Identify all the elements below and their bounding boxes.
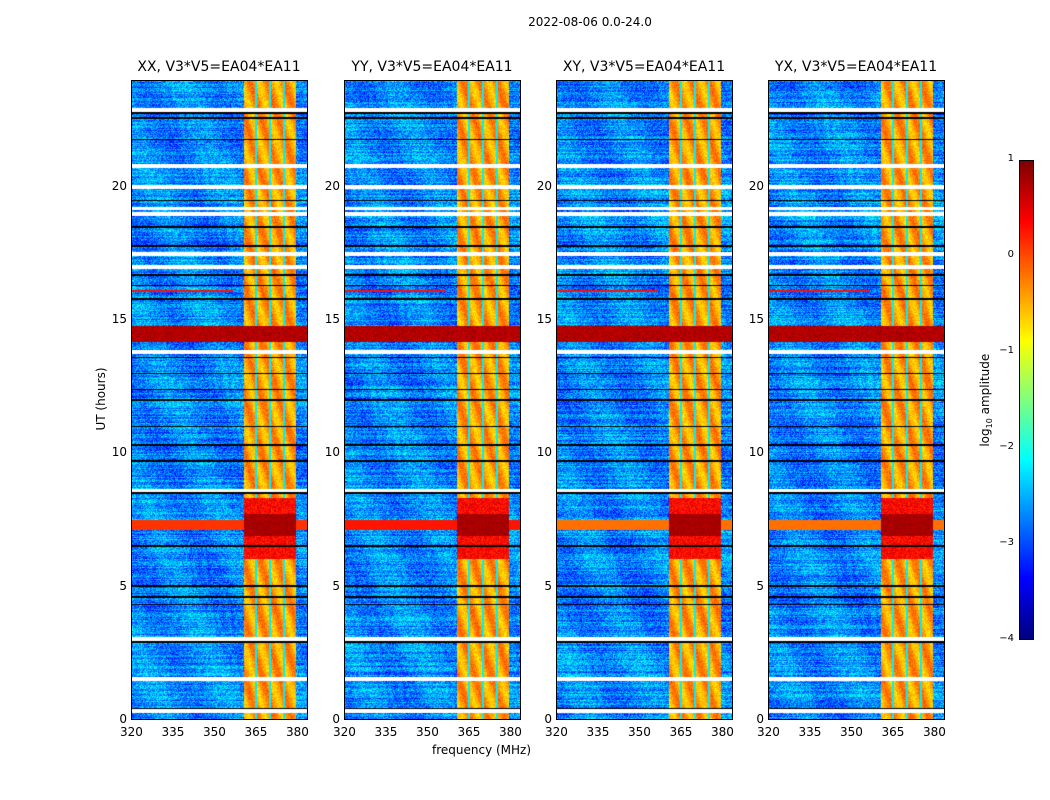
y-tick-label: 0 <box>544 712 552 726</box>
figure-title: 2022-08-06 0.0-24.0 <box>528 15 652 29</box>
panel-title: XY, V3*V5=EA04*EA11 <box>562 59 726 75</box>
y-tick-label: 10 <box>748 445 764 460</box>
y-tick-label: 10 <box>536 445 552 460</box>
y-tick-label: 5 <box>119 578 127 593</box>
spectrogram-heatmap <box>132 81 307 719</box>
y-tick-label: 10 <box>324 445 340 460</box>
y-tick-label: 15 <box>324 312 340 326</box>
x-tick-label: 380 <box>285 725 309 739</box>
y-axis-label: UT (hours) <box>94 367 108 431</box>
colorbar-tick-label: −2 <box>999 441 1014 452</box>
y-tick-label: 5 <box>544 578 552 593</box>
colorbar-label: log10 amplitude <box>977 353 995 447</box>
colorbar-tick-label: 0 <box>1007 249 1014 260</box>
y-tick-label: 20 <box>324 178 340 193</box>
x-tick-label: 380 <box>498 725 522 739</box>
x-tick-label: 350 <box>415 725 439 739</box>
x-tick-label: 350 <box>202 725 226 739</box>
spectrogram-heatmap <box>345 81 520 719</box>
y-tick-label: 0 <box>756 712 764 726</box>
x-tick-label: 320 <box>545 725 568 739</box>
spectrogram-panel <box>131 80 308 720</box>
x-tick-label: 365 <box>669 725 693 739</box>
spectrogram-panel <box>556 80 733 720</box>
y-tick-label: 20 <box>111 178 127 193</box>
x-tick-label: 320 <box>120 725 143 739</box>
y-tick-label: 15 <box>536 312 552 326</box>
y-tick-label: 20 <box>536 178 552 193</box>
colorbar-tick-label: −4 <box>999 633 1014 644</box>
x-tick-label: 335 <box>374 725 398 739</box>
colorbar <box>1019 160 1034 640</box>
x-tick-label: 380 <box>922 725 946 739</box>
colorbar-tick-label: −1 <box>999 345 1014 356</box>
x-tick-label: 350 <box>839 725 863 739</box>
y-tick-label: 0 <box>332 712 340 726</box>
colorbar-tick-label: −3 <box>999 537 1014 548</box>
y-tick-label: 15 <box>748 312 764 326</box>
panel-title: YX, V3*V5=EA04*EA11 <box>774 59 938 75</box>
y-tick-label: 15 <box>111 312 127 326</box>
spectrogram-heatmap <box>769 81 944 719</box>
x-tick-label: 365 <box>881 725 905 739</box>
panel-title: XX, V3*V5=EA04*EA11 <box>137 59 301 75</box>
spectrogram-heatmap <box>557 81 732 719</box>
x-tick-label: 350 <box>627 725 651 739</box>
x-tick-label: 335 <box>798 725 822 739</box>
colorbar-tick-label: 1 <box>1007 153 1014 164</box>
y-tick-label: 5 <box>756 578 764 593</box>
x-tick-label: 335 <box>161 725 185 739</box>
y-tick-label: 0 <box>119 712 127 726</box>
y-tick-label: 20 <box>748 178 764 193</box>
x-tick-label: 365 <box>244 725 268 739</box>
spectrogram-panel <box>344 80 521 720</box>
x-tick-label: 320 <box>757 725 780 739</box>
x-tick-label: 365 <box>457 725 481 739</box>
x-tick-label: 320 <box>333 725 356 739</box>
y-tick-label: 5 <box>332 578 340 593</box>
spectrogram-panel <box>768 80 945 720</box>
panel-title: YY, V3*V5=EA04*EA11 <box>351 59 513 75</box>
y-tick-label: 10 <box>111 445 127 460</box>
x-tick-label: 335 <box>586 725 610 739</box>
x-tick-label: 380 <box>710 725 734 739</box>
x-axis-label: frequency (MHz) <box>432 743 532 757</box>
